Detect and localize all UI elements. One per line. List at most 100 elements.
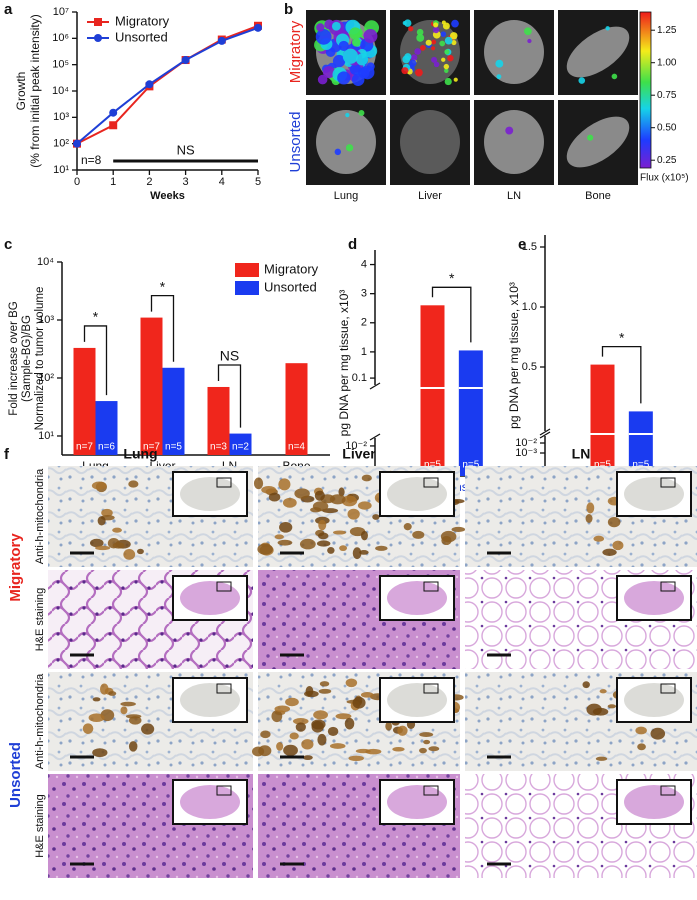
bar — [628, 411, 653, 476]
stain-spot — [271, 710, 283, 723]
column-label: LN — [572, 446, 591, 462]
column-label: Lung — [334, 190, 358, 202]
signal-spot — [414, 48, 421, 55]
signal-spot — [415, 68, 423, 77]
signal-spot — [410, 54, 418, 61]
axis-break — [369, 382, 381, 390]
signal-spot — [351, 37, 361, 47]
signal-spot — [439, 40, 446, 47]
stain-spot — [375, 545, 388, 551]
y-tick-label: 10⁴ — [52, 85, 69, 97]
axis-gap — [590, 433, 615, 435]
signal-spot — [433, 61, 440, 68]
x-axis-title: Weeks — [150, 190, 185, 202]
signal-spot — [316, 23, 325, 32]
y-tick-label: 10³ — [53, 111, 69, 123]
stain-spot — [252, 746, 265, 757]
marker — [145, 80, 154, 89]
legend-marker — [94, 34, 102, 42]
signal-spot — [444, 77, 452, 86]
stain-spot — [305, 686, 314, 697]
signal-spot — [431, 46, 436, 51]
x-tick-label: 0 — [74, 176, 80, 188]
signal-spot — [453, 77, 458, 82]
signal-spot — [440, 31, 447, 37]
n-label: n=4 — [288, 442, 305, 453]
stain-spot — [101, 508, 113, 517]
legend-swatch — [235, 281, 259, 295]
stain-spot — [419, 747, 427, 754]
signal-spot — [587, 134, 594, 141]
signal-spot — [363, 29, 378, 44]
tissue — [566, 116, 630, 168]
significance-label: * — [449, 270, 455, 286]
stain-spot — [607, 704, 617, 709]
stain-spot — [123, 548, 136, 560]
stain-spot — [612, 540, 624, 551]
y-tick-label: 3 — [361, 288, 367, 300]
axis-gap — [420, 387, 445, 389]
stain-spot — [316, 540, 331, 547]
y-tick-label: 10⁻³ — [515, 447, 537, 459]
axis-break — [539, 431, 551, 439]
row-label: Unsorted — [287, 112, 304, 173]
y-tick-label: 10⁷ — [53, 6, 69, 18]
y-tick-label: 10⁶ — [52, 32, 69, 44]
column-label: Bone — [585, 190, 611, 202]
n-label: n=5 — [594, 460, 611, 471]
stain-spot — [423, 739, 431, 745]
signal-spot — [444, 36, 453, 45]
signal-spot — [345, 112, 350, 118]
y-axis-title: Growth — [14, 72, 28, 111]
row-label: Anti-h-mitochondria — [34, 673, 46, 769]
signal-spot — [441, 57, 446, 62]
stain-spot — [318, 519, 327, 531]
stain-spot — [357, 501, 372, 510]
stain-spot — [586, 703, 602, 716]
stain-spot — [359, 549, 369, 555]
inset-box — [216, 785, 232, 796]
stain-spot — [261, 485, 277, 494]
n-label: n=3 — [210, 442, 227, 453]
stain-spot — [339, 545, 348, 552]
signal-spot — [315, 28, 332, 45]
significance-label: NS — [220, 348, 239, 364]
signal-spot — [433, 22, 439, 28]
marker — [109, 121, 118, 130]
y-tick-label: 1.0 — [522, 301, 537, 313]
n-label: n=5 — [632, 460, 649, 471]
stain-spot — [107, 538, 120, 549]
n-label: n=2 — [232, 442, 249, 453]
marker — [181, 56, 190, 65]
inset-tissue — [624, 477, 684, 511]
stain-spot — [128, 716, 142, 725]
inset-tissue — [624, 785, 684, 819]
stain-spot — [344, 717, 355, 730]
stain-spot — [586, 502, 595, 514]
inset-box — [216, 477, 232, 488]
x-tick-label: 5 — [255, 176, 261, 188]
legend-label: Migratory — [115, 13, 170, 28]
signal-spot — [443, 63, 450, 70]
inset-tissue — [387, 785, 447, 819]
y-tick-label: 0.1 — [352, 372, 367, 384]
tissue — [484, 20, 544, 84]
stain-spot — [90, 538, 104, 548]
tissue — [566, 26, 630, 78]
signal-spot — [431, 39, 437, 45]
bar — [140, 317, 163, 455]
colorbar-label: Flux (x10⁵) — [640, 173, 689, 184]
inset-box — [660, 581, 676, 592]
stain-spot — [451, 526, 466, 532]
colorbar-tick-label: 1.25 — [657, 25, 677, 36]
y-tick-label: 10¹ — [53, 164, 69, 176]
stain-spot — [314, 490, 325, 501]
stain-spot — [360, 530, 368, 541]
signal-spot — [332, 54, 346, 68]
signal-spot — [442, 22, 450, 30]
y-axis-title: (Sample-BG)/BG — [21, 315, 33, 402]
signal-spot — [351, 73, 365, 86]
y-tick-label: 1 — [361, 346, 367, 358]
stain-spot — [95, 545, 111, 551]
